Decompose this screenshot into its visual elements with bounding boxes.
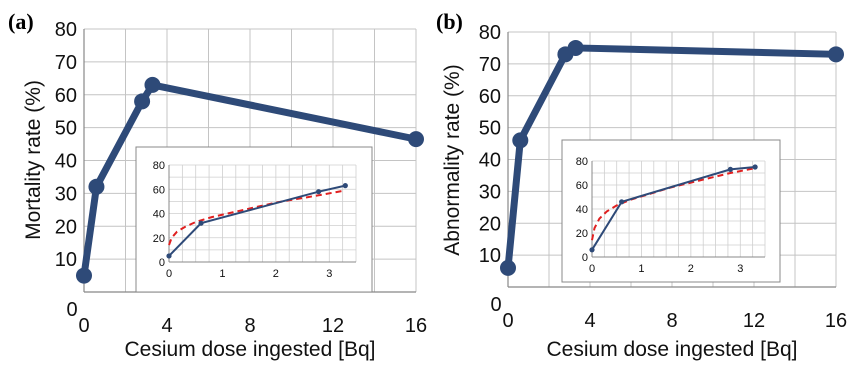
data-point bbox=[512, 132, 529, 149]
inset-chart: 0 20 40 60 80 0 1 2 3 bbox=[561, 139, 781, 283]
inset-y-tick-label: 0 bbox=[582, 252, 588, 264]
y-tick-label: 80 bbox=[479, 22, 501, 44]
y-axis-title: Mortality rate (%) bbox=[22, 80, 45, 240]
inset-data-point bbox=[619, 199, 625, 205]
data-point bbox=[408, 131, 424, 148]
y-tick-label: 60 bbox=[55, 85, 77, 107]
x-tick-label: 16 bbox=[825, 310, 847, 332]
inset-x-tick-label: 3 bbox=[326, 268, 332, 280]
inset-data-point bbox=[316, 189, 322, 195]
x-tick-label: 12 bbox=[322, 315, 344, 337]
x-tick-label: 0 bbox=[78, 315, 89, 337]
x-tick-label: 16 bbox=[405, 315, 427, 337]
data-point bbox=[134, 93, 151, 110]
inset-y-tick-label: 0 bbox=[159, 257, 165, 269]
y-tick-label: 10 bbox=[479, 245, 501, 267]
inset-x-tick-label: 0 bbox=[589, 263, 595, 275]
x-tick-label: 8 bbox=[666, 310, 677, 332]
data-point bbox=[828, 46, 844, 63]
x-tick-label: 8 bbox=[244, 315, 255, 337]
data-point bbox=[567, 39, 584, 56]
inset-y-tick-label: 40 bbox=[153, 209, 165, 221]
inset-y-tick-label: 60 bbox=[153, 184, 165, 196]
x-tick-label: 0 bbox=[502, 310, 513, 332]
panel-label-a: (a) bbox=[8, 9, 34, 34]
inset-x-tick-label: 2 bbox=[273, 268, 279, 280]
inset-data-point bbox=[198, 220, 204, 226]
inset-y-tick-label: 20 bbox=[153, 233, 165, 245]
inset-chart: 0 20 40 60 80 0 1 2 3 bbox=[135, 146, 373, 293]
inset-y-tick-label: 60 bbox=[576, 180, 588, 192]
y-tick-label: 40 bbox=[479, 150, 501, 172]
inset-y-tick-label: 80 bbox=[153, 160, 165, 172]
data-point bbox=[144, 76, 161, 93]
y-tick-label: 20 bbox=[479, 213, 501, 235]
x-axis-title: Cesium dose ingested [Bq] bbox=[547, 338, 798, 361]
data-point bbox=[88, 178, 105, 195]
y-tick-label: 70 bbox=[479, 54, 501, 76]
y-tick-label: 20 bbox=[55, 216, 77, 238]
y-tick-label: 30 bbox=[479, 181, 501, 203]
y-tick-label: 40 bbox=[55, 151, 77, 173]
inset-frame bbox=[135, 146, 373, 293]
y-tick-label: 0 bbox=[490, 294, 501, 316]
inset-fit-curve bbox=[168, 189, 346, 246]
inset-series-line bbox=[168, 184, 346, 257]
inset-x-tick-label: 1 bbox=[219, 268, 225, 280]
inset-y-tick-label: 80 bbox=[576, 156, 588, 168]
y-tick-label: 70 bbox=[55, 52, 77, 74]
inset-data-point bbox=[752, 164, 758, 170]
inset-x-tick-label: 0 bbox=[166, 268, 172, 280]
y-axis-title: Abnormality rate (%) bbox=[441, 64, 464, 255]
y-tick-label: 60 bbox=[479, 86, 501, 108]
y-tick-label: 10 bbox=[55, 249, 77, 271]
y-tick-label: 0 bbox=[66, 299, 77, 321]
inset-x-tick-label: 3 bbox=[737, 263, 743, 275]
data-point bbox=[500, 259, 516, 276]
inset-y-tick-label: 40 bbox=[576, 204, 588, 216]
inset-y-tick-label: 20 bbox=[576, 228, 588, 240]
inset-data-point bbox=[166, 253, 172, 259]
data-point bbox=[76, 267, 92, 284]
inset-data-point bbox=[342, 183, 348, 189]
inset-x-tick-label: 1 bbox=[638, 263, 644, 275]
x-tick-label: 12 bbox=[743, 310, 765, 332]
inset-series-line bbox=[591, 166, 756, 251]
y-tick-label: 50 bbox=[55, 118, 77, 140]
y-tick-label: 50 bbox=[479, 118, 501, 140]
x-tick-label: 4 bbox=[584, 310, 595, 332]
x-tick-label: 4 bbox=[161, 315, 172, 337]
inset-frame bbox=[561, 139, 781, 283]
x-axis-title: Cesium dose ingested [Bq] bbox=[125, 338, 376, 361]
panel-label-b: (b) bbox=[436, 9, 463, 34]
y-tick-label: 80 bbox=[55, 19, 77, 41]
inset-x-tick-label: 2 bbox=[688, 263, 694, 275]
y-tick-label: 30 bbox=[55, 183, 77, 205]
inset-data-point bbox=[589, 247, 595, 253]
inset-data-point bbox=[727, 166, 734, 172]
